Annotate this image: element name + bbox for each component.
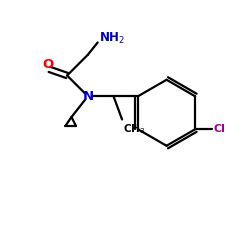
Text: CH$_3$: CH$_3$: [123, 122, 146, 136]
Text: Cl: Cl: [214, 124, 225, 134]
Text: NH$_2$: NH$_2$: [99, 31, 125, 46]
Text: O: O: [43, 58, 54, 71]
Text: N: N: [82, 90, 94, 103]
